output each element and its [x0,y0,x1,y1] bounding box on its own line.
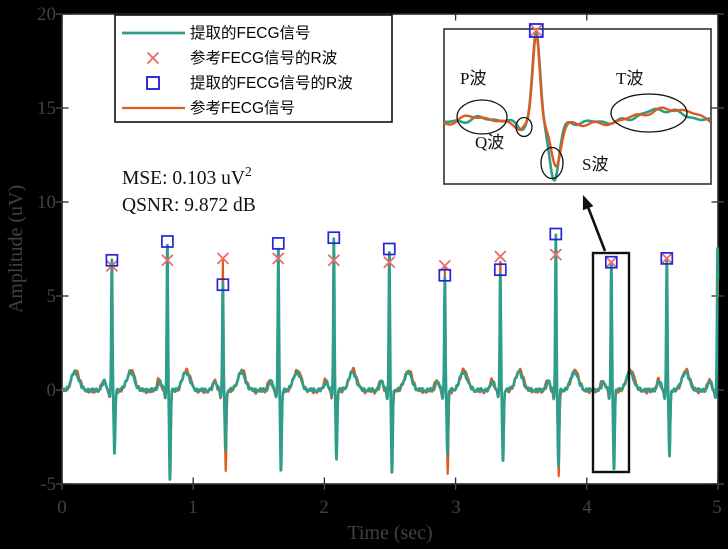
x-tick-0: 0 [57,497,67,518]
reference-r-peak-x [494,250,507,263]
y-tick-20: 20 [37,4,56,25]
reference-r-peak-x [272,252,285,265]
legend-label-ext-rwave: 提取的FECG信号的R波 [190,74,353,92]
arrow-shaft [586,206,607,252]
y-tick-15: 15 [37,98,56,119]
mse-value: MSE: 0.103 uV2 [122,164,252,189]
y-axis-tick-labels: -5 0 5 10 15 20 [37,4,56,495]
q-wave-circle [515,116,533,138]
x-tick-5: 5 [712,497,722,518]
x-tick-3: 3 [451,497,461,518]
extracted-r-peak-square [327,231,341,245]
legend-label-reference: 参考FECG信号 [190,99,295,117]
y-tick-0: 0 [47,380,57,401]
y-tick-10: 10 [37,192,56,213]
inset-reference-path [443,33,712,168]
inset-reference-r-x [530,24,543,37]
metrics-annotation: MSE: 0.103 uV2 QSNR: 9.872 dB [122,164,256,216]
q-wave-label: Q波 [475,133,504,152]
x-axis-label: Time (sec) [347,522,432,544]
x-tick-1: 1 [188,497,198,518]
x-tick-2: 2 [319,497,329,518]
legend-square-marker-icon [146,76,160,90]
reference-r-peak-x [216,252,230,265]
inset-reference-trace [443,33,712,168]
inset-r-peak-marker [528,23,544,38]
mse-superscript: 2 [245,164,252,179]
reference-r-peak-x [327,254,340,267]
extracted-r-peak-square [604,255,618,269]
extracted-r-peak-square [271,237,285,250]
extracted-signal-path [60,233,720,481]
s-wave-ellipse [540,146,564,180]
reference-r-peak-x [605,256,618,269]
s-wave-label: S波 [582,155,608,174]
p-wave-label: P波 [460,69,486,88]
axis-ticks [56,13,724,490]
qsnr-value: QSNR: 9.872 dB [122,195,256,216]
t-wave-label: T波 [616,69,643,88]
highlighted-beat-box [591,251,631,474]
mse-text: MSE: 0.103 uV [122,168,245,189]
arrow-head [582,195,594,211]
inset-frame [443,28,712,185]
y-axis-label: Amplitude (uV) [5,185,27,313]
extracted-r-peak-square [549,227,563,241]
reference-r-peak-x [549,248,562,261]
y-tick--5: -5 [40,474,56,495]
legend-label-ref-rwave: 参考FECG信号的R波 [190,49,337,67]
x-tick-4: 4 [582,497,592,518]
y-tick-5: 5 [47,286,57,307]
extracted-r-peak-square [105,253,119,267]
extracted-fecg-trace [60,233,720,481]
reference-r-peak-x [383,256,396,269]
inset-extracted-r-square [528,23,544,38]
beat-zoom-inset: P波 Q波 S波 T波 [443,23,712,185]
x-axis-tick-labels: 0 1 2 3 4 5 [57,497,722,518]
r-wave-markers [105,227,674,292]
legend-x-marker-icon [146,51,160,65]
extracted-r-peak-square [216,278,230,292]
t-wave-ellipse [610,93,688,133]
legend-label-extracted: 提取的FECG信号 [190,24,311,42]
inset-pointer-arrow [582,195,607,252]
extracted-r-peak-square [161,235,174,248]
reference-r-peak-x [161,254,174,267]
extracted-r-peak-square [382,242,396,256]
extracted-r-peak-square [493,263,507,277]
p-wave-ellipse [456,99,508,135]
legend: 提取的FECG信号 参考FECG信号的R波 提取的FECG信号的R波 参考FEC… [114,14,393,123]
extracted-r-peak-square [660,252,674,265]
extracted-r-peak-square [438,268,452,282]
reference-r-peak-x [660,252,673,265]
